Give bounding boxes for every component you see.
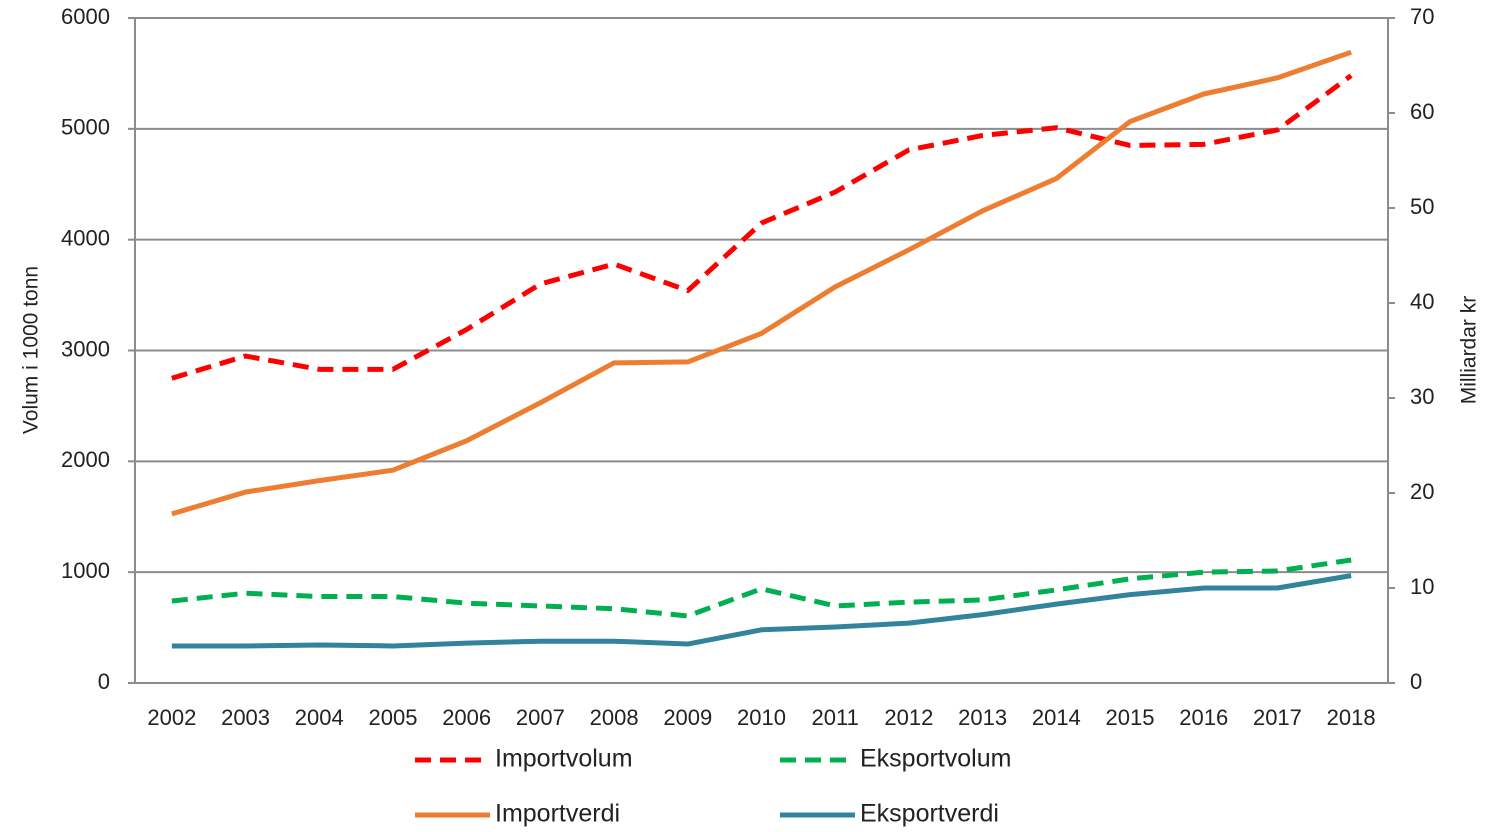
y-tick-label: 0 (98, 669, 110, 694)
y-axis-label: Volum i 1000 tonn (20, 266, 43, 434)
y-tick-label: 3000 (61, 336, 110, 361)
x-tick-label: 2006 (442, 705, 491, 730)
x-tick-label: 2017 (1253, 705, 1302, 730)
legend-label: Eksportverdi (860, 800, 999, 828)
y-tick-label: 2000 (61, 447, 110, 472)
y-tick-label: 4000 (61, 225, 110, 250)
y2-tick-label: 10 (1410, 574, 1434, 599)
x-tick-label: 2003 (221, 705, 270, 730)
x-tick-label: 2013 (958, 705, 1007, 730)
x-tick-label: 2002 (147, 705, 196, 730)
series-line (171, 49, 1352, 517)
series-line (171, 573, 1352, 649)
x-tick-label: 2018 (1327, 705, 1376, 730)
y2-tick-label: 20 (1410, 479, 1434, 504)
y-tick-label: 1000 (61, 558, 110, 583)
x-tick-label: 2008 (590, 705, 639, 730)
y2-tick-label: 30 (1410, 384, 1434, 409)
series-line (171, 73, 1353, 381)
x-tick-label: 2012 (884, 705, 933, 730)
y2-tick-label: 70 (1410, 4, 1434, 29)
x-tick-label: 2009 (663, 705, 712, 730)
legend-label: Importverdi (495, 800, 620, 828)
legend-label: Eksportvolum (860, 745, 1011, 773)
legend-label: Importvolum (495, 745, 633, 773)
x-tick-label: 2005 (368, 705, 417, 730)
x-tick-label: 2011 (812, 705, 859, 730)
x-tick-label: 2010 (737, 705, 786, 730)
y2-axis-label: Milliardar kr (1458, 296, 1481, 405)
x-tick-label: 2007 (516, 705, 565, 730)
y2-tick-label: 0 (1410, 669, 1422, 694)
x-tick-label: 2015 (1106, 705, 1155, 730)
y2-tick-label: 40 (1410, 289, 1434, 314)
x-tick-label: 2004 (295, 705, 344, 730)
series-line (171, 557, 1352, 619)
y2-tick-label: 60 (1410, 99, 1434, 124)
y-tick-label: 6000 (61, 4, 110, 29)
x-tick-label: 2014 (1032, 705, 1081, 730)
y2-tick-label: 50 (1410, 194, 1434, 219)
y-tick-label: 5000 (61, 115, 110, 140)
x-tick-label: 2016 (1179, 705, 1228, 730)
